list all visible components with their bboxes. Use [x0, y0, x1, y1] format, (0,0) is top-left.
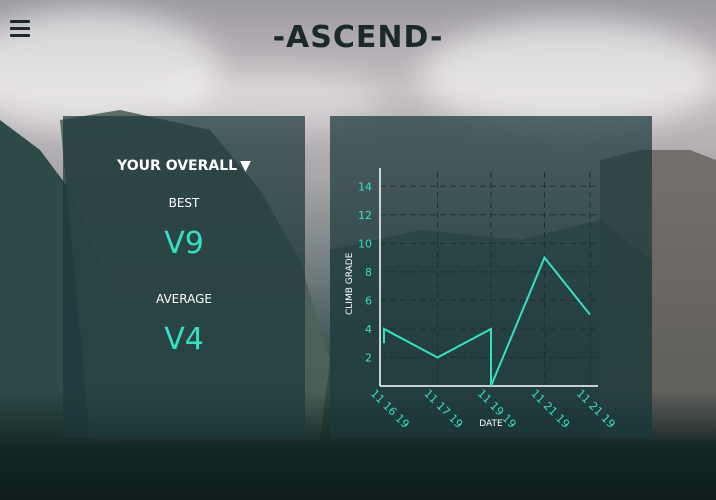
app-logo: -ASCEND- [272, 20, 444, 55]
average-value: V4 [164, 322, 204, 357]
y-tick-label: 12 [358, 209, 372, 222]
best-value: V9 [164, 226, 204, 261]
y-axis-label: CLIMB GRADE [345, 252, 355, 315]
climb-grade-series-line [383, 255, 591, 387]
overall-stats-panel: YOUR OVERALL ▼ BEST V9 AVERAGE V4 [63, 116, 305, 438]
y-tick-label: 14 [358, 180, 372, 193]
best-label: BEST [168, 196, 200, 210]
y-tick-label: 8 [365, 266, 372, 279]
average-label: AVERAGE [156, 292, 212, 306]
y-tick-label: 2 [365, 351, 372, 364]
y-tick-label: 10 [358, 237, 372, 250]
x-tick-label: 11 17 19 [421, 387, 465, 431]
y-tick-label: 6 [365, 294, 372, 307]
x-tick-label: 11 21 19 [528, 387, 572, 431]
x-tick-label: 11 16 19 [368, 387, 412, 431]
x-axis-label: DATE [479, 419, 503, 429]
y-tick-label: 4 [365, 323, 372, 336]
overall-dropdown[interactable]: YOUR OVERALL ▼ [63, 158, 305, 174]
grade-chart-panel: 2 4 6 8 10 12 14 11 16 19 11 17 19 11 19 19 11 21 … [330, 116, 652, 438]
overall-label: YOUR OVERALL [117, 158, 238, 174]
hamburger-menu-icon[interactable] [10, 20, 30, 38]
triangle-down-icon: ▼ [240, 158, 251, 174]
x-tick-label: 11 21 19 [574, 387, 618, 431]
